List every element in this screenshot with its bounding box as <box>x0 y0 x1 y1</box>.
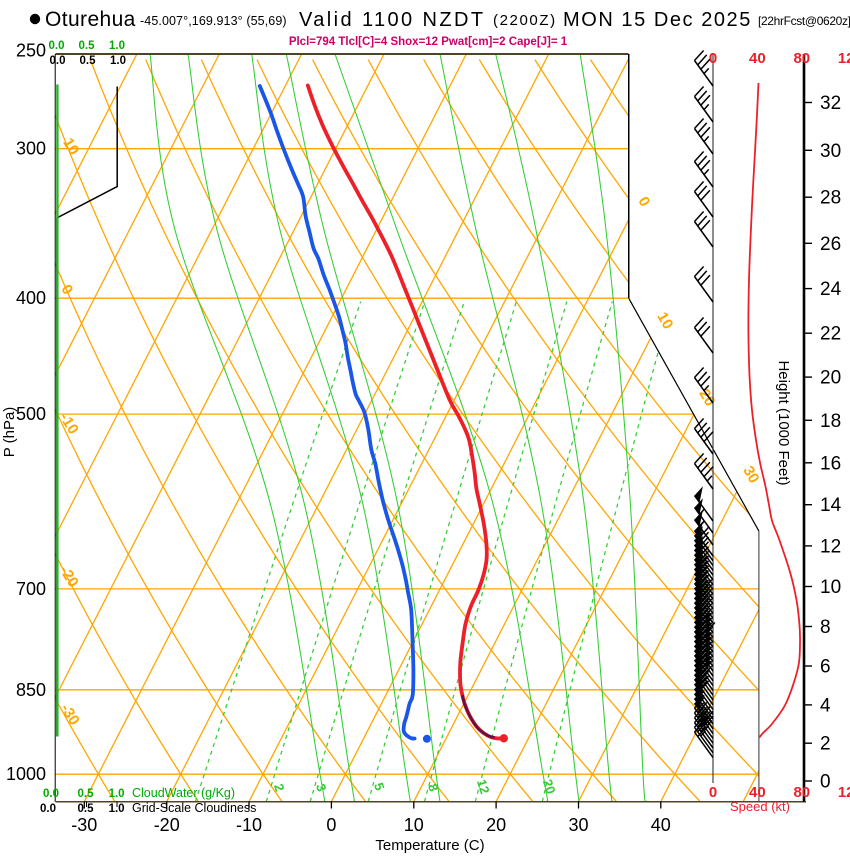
svg-text:12: 12 <box>838 784 850 801</box>
svg-text:6: 6 <box>820 657 831 678</box>
svg-text:18: 18 <box>820 411 841 432</box>
svg-text:0.5: 0.5 <box>79 40 96 52</box>
svg-text:24: 24 <box>820 279 842 300</box>
svg-text:Grid-Scale Cloudiness: Grid-Scale Cloudiness <box>132 801 256 815</box>
svg-text:1000: 1000 <box>6 764 46 784</box>
svg-text:10: 10 <box>820 577 841 598</box>
svg-text:80: 80 <box>793 50 810 67</box>
svg-text:850: 850 <box>16 680 46 700</box>
svg-text:400: 400 <box>16 288 46 308</box>
svg-text:1.0: 1.0 <box>110 55 126 67</box>
svg-text:0.5: 0.5 <box>78 788 95 800</box>
svg-text:22: 22 <box>820 324 841 345</box>
svg-text:2: 2 <box>820 734 831 755</box>
svg-text:20: 20 <box>820 368 841 389</box>
svg-text:1.0: 1.0 <box>109 788 125 800</box>
svg-text:[22hrFcst@0620z]: [22hrFcst@0620z] <box>758 14 850 28</box>
svg-text:-45.007°,169.913° (55,69): -45.007°,169.913° (55,69) <box>140 14 287 28</box>
svg-text:Valid 1100 NZDT: Valid 1100 NZDT <box>299 9 485 31</box>
svg-text:8: 8 <box>820 617 831 638</box>
svg-text:16: 16 <box>820 453 841 474</box>
svg-text:0: 0 <box>709 50 717 67</box>
svg-text:30: 30 <box>820 141 841 162</box>
svg-text:-20: -20 <box>154 815 180 835</box>
svg-text:4: 4 <box>820 695 831 716</box>
svg-text:20: 20 <box>486 815 506 835</box>
svg-text:1.0: 1.0 <box>109 803 125 815</box>
svg-text:1.0: 1.0 <box>109 40 125 52</box>
svg-text:0.0: 0.0 <box>40 803 56 815</box>
svg-text:-10: -10 <box>236 815 262 835</box>
svg-text:CloudWater (g/Kg): CloudWater (g/Kg) <box>132 786 235 800</box>
svg-text:Speed (kt): Speed (kt) <box>730 799 790 814</box>
svg-text:-30: -30 <box>71 815 97 835</box>
svg-text:30: 30 <box>568 815 588 835</box>
svg-text:10: 10 <box>404 815 424 835</box>
svg-text:Oturehua: Oturehua <box>45 8 136 31</box>
svg-text:Temperature (C): Temperature (C) <box>375 837 484 854</box>
svg-text:14: 14 <box>820 495 842 516</box>
svg-text:P (hPa): P (hPa) <box>1 407 18 458</box>
svg-text:250: 250 <box>16 41 46 61</box>
svg-text:0.5: 0.5 <box>78 803 95 815</box>
svg-text:300: 300 <box>16 139 46 159</box>
svg-text:28: 28 <box>820 188 841 209</box>
svg-text:(2200Z): (2200Z) <box>493 12 557 29</box>
svg-text:40: 40 <box>651 815 671 835</box>
svg-text:0: 0 <box>820 772 831 793</box>
svg-text:0.0: 0.0 <box>49 40 65 52</box>
svg-text:0.0: 0.0 <box>43 788 59 800</box>
svg-text:0: 0 <box>709 784 717 801</box>
svg-text:0: 0 <box>326 815 336 835</box>
svg-text:0.5: 0.5 <box>80 55 97 67</box>
svg-text:Plcl=794 Tlcl[C]=4 Shox=12 Pwa: Plcl=794 Tlcl[C]=4 Shox=12 Pwat[cm]=2 Ca… <box>289 36 568 48</box>
svg-text:80: 80 <box>793 784 810 801</box>
svg-text:500: 500 <box>16 404 46 424</box>
svg-text:40: 40 <box>749 50 766 67</box>
svg-text:26: 26 <box>820 234 841 255</box>
svg-text:32: 32 <box>820 93 841 114</box>
svg-text:700: 700 <box>16 579 46 599</box>
svg-text:0.0: 0.0 <box>50 55 66 67</box>
svg-text:12: 12 <box>838 50 850 67</box>
svg-text:Height (1000 Feet): Height (1000 Feet) <box>775 360 792 485</box>
svg-text:12: 12 <box>820 536 841 557</box>
svg-text:MON 15 Dec 2025: MON 15 Dec 2025 <box>563 9 752 31</box>
